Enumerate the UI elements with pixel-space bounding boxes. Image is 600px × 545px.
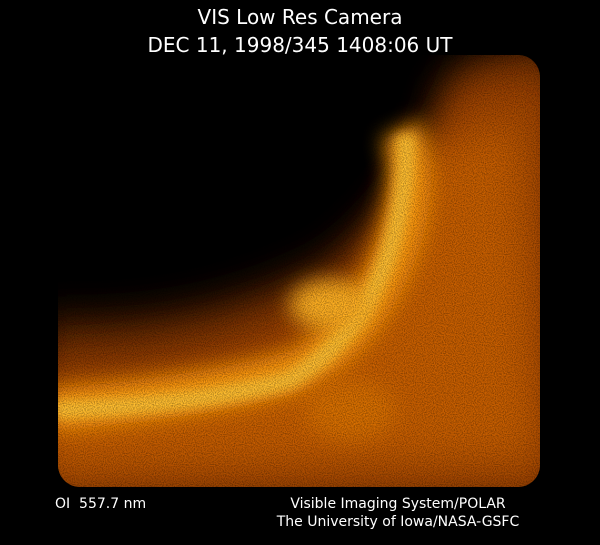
credit-line: The University of Iowa/NASA-GSFC [276,514,520,530]
subtitle: DEC 11, 1998/345 1408:06 UT [148,33,454,57]
credit-line: Visible Imaging System/POLAR [290,496,506,512]
title: VIS Low Res Camera [198,5,403,29]
aurora [58,55,540,487]
filter-label: OI 557.7 nm [55,496,146,512]
